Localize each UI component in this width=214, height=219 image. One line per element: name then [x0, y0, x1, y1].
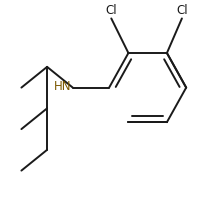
Text: Cl: Cl [106, 4, 117, 17]
Text: HN: HN [54, 80, 72, 93]
Text: Cl: Cl [176, 4, 188, 17]
